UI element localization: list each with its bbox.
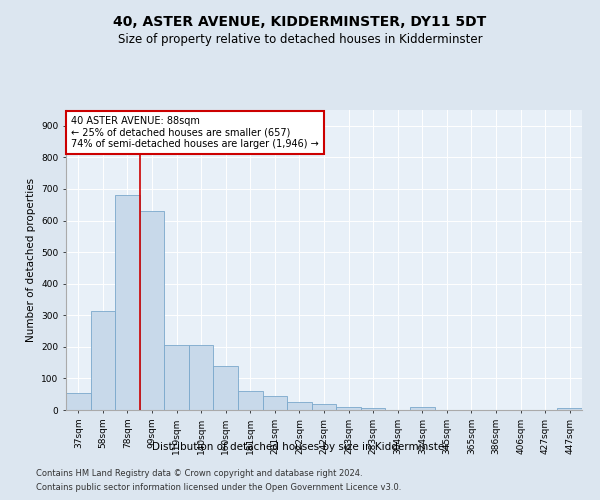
Bar <box>557 408 582 410</box>
Bar <box>263 396 287 410</box>
Bar <box>312 404 336 410</box>
Bar <box>66 392 91 410</box>
Text: 40, ASTER AVENUE, KIDDERMINSTER, DY11 5DT: 40, ASTER AVENUE, KIDDERMINSTER, DY11 5D… <box>113 15 487 29</box>
Text: Contains HM Land Registry data © Crown copyright and database right 2024.: Contains HM Land Registry data © Crown c… <box>36 468 362 477</box>
Text: 40 ASTER AVENUE: 88sqm
← 25% of detached houses are smaller (657)
74% of semi-de: 40 ASTER AVENUE: 88sqm ← 25% of detached… <box>71 116 319 149</box>
Bar <box>287 402 312 410</box>
Bar <box>164 346 189 410</box>
Text: Contains public sector information licensed under the Open Government Licence v3: Contains public sector information licen… <box>36 484 401 492</box>
Bar <box>140 211 164 410</box>
Bar <box>214 366 238 410</box>
Bar <box>115 196 140 410</box>
Text: Distribution of detached houses by size in Kidderminster: Distribution of detached houses by size … <box>152 442 448 452</box>
Text: Size of property relative to detached houses in Kidderminster: Size of property relative to detached ho… <box>118 32 482 46</box>
Y-axis label: Number of detached properties: Number of detached properties <box>26 178 35 342</box>
Bar <box>410 407 434 410</box>
Bar <box>238 391 263 410</box>
Bar <box>336 407 361 410</box>
Bar <box>361 408 385 410</box>
Bar <box>189 346 214 410</box>
Bar <box>91 310 115 410</box>
